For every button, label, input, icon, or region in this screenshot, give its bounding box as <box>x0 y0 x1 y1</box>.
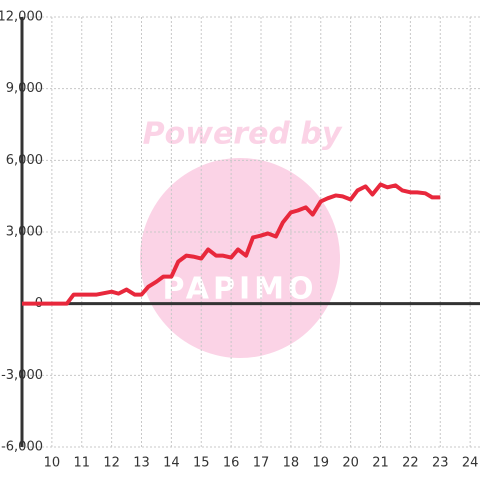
x-tick-label: 20 <box>342 456 359 471</box>
y-tick-label: 9,000 <box>6 81 43 96</box>
watermark: Powered by PAPIMO <box>140 117 343 358</box>
x-tick-label: 23 <box>432 456 449 471</box>
x-tick-label: 19 <box>312 456 329 471</box>
x-tick-label: 15 <box>193 456 210 471</box>
y-tick-label: 3,000 <box>6 225 43 240</box>
x-tick-label: 18 <box>283 456 300 471</box>
x-tick-label: 21 <box>372 456 389 471</box>
x-tick-label: 14 <box>163 456 180 471</box>
x-tick-label: 17 <box>253 456 270 471</box>
x-tick-label: 13 <box>133 456 150 471</box>
watermark-circle <box>140 158 340 358</box>
x-tick-label: 22 <box>402 456 419 471</box>
x-tick-label: 16 <box>223 456 240 471</box>
y-tick-label: 6,000 <box>6 153 43 168</box>
watermark-text: Powered by <box>143 117 343 152</box>
line-series <box>22 182 441 306</box>
x-tick-label: 24 <box>462 456 479 471</box>
x-tick-label: 10 <box>44 456 61 471</box>
x-tick-label: 11 <box>73 456 90 471</box>
watermark-logo: PAPIMO <box>163 272 318 307</box>
x-tick-label: 12 <box>103 456 120 471</box>
